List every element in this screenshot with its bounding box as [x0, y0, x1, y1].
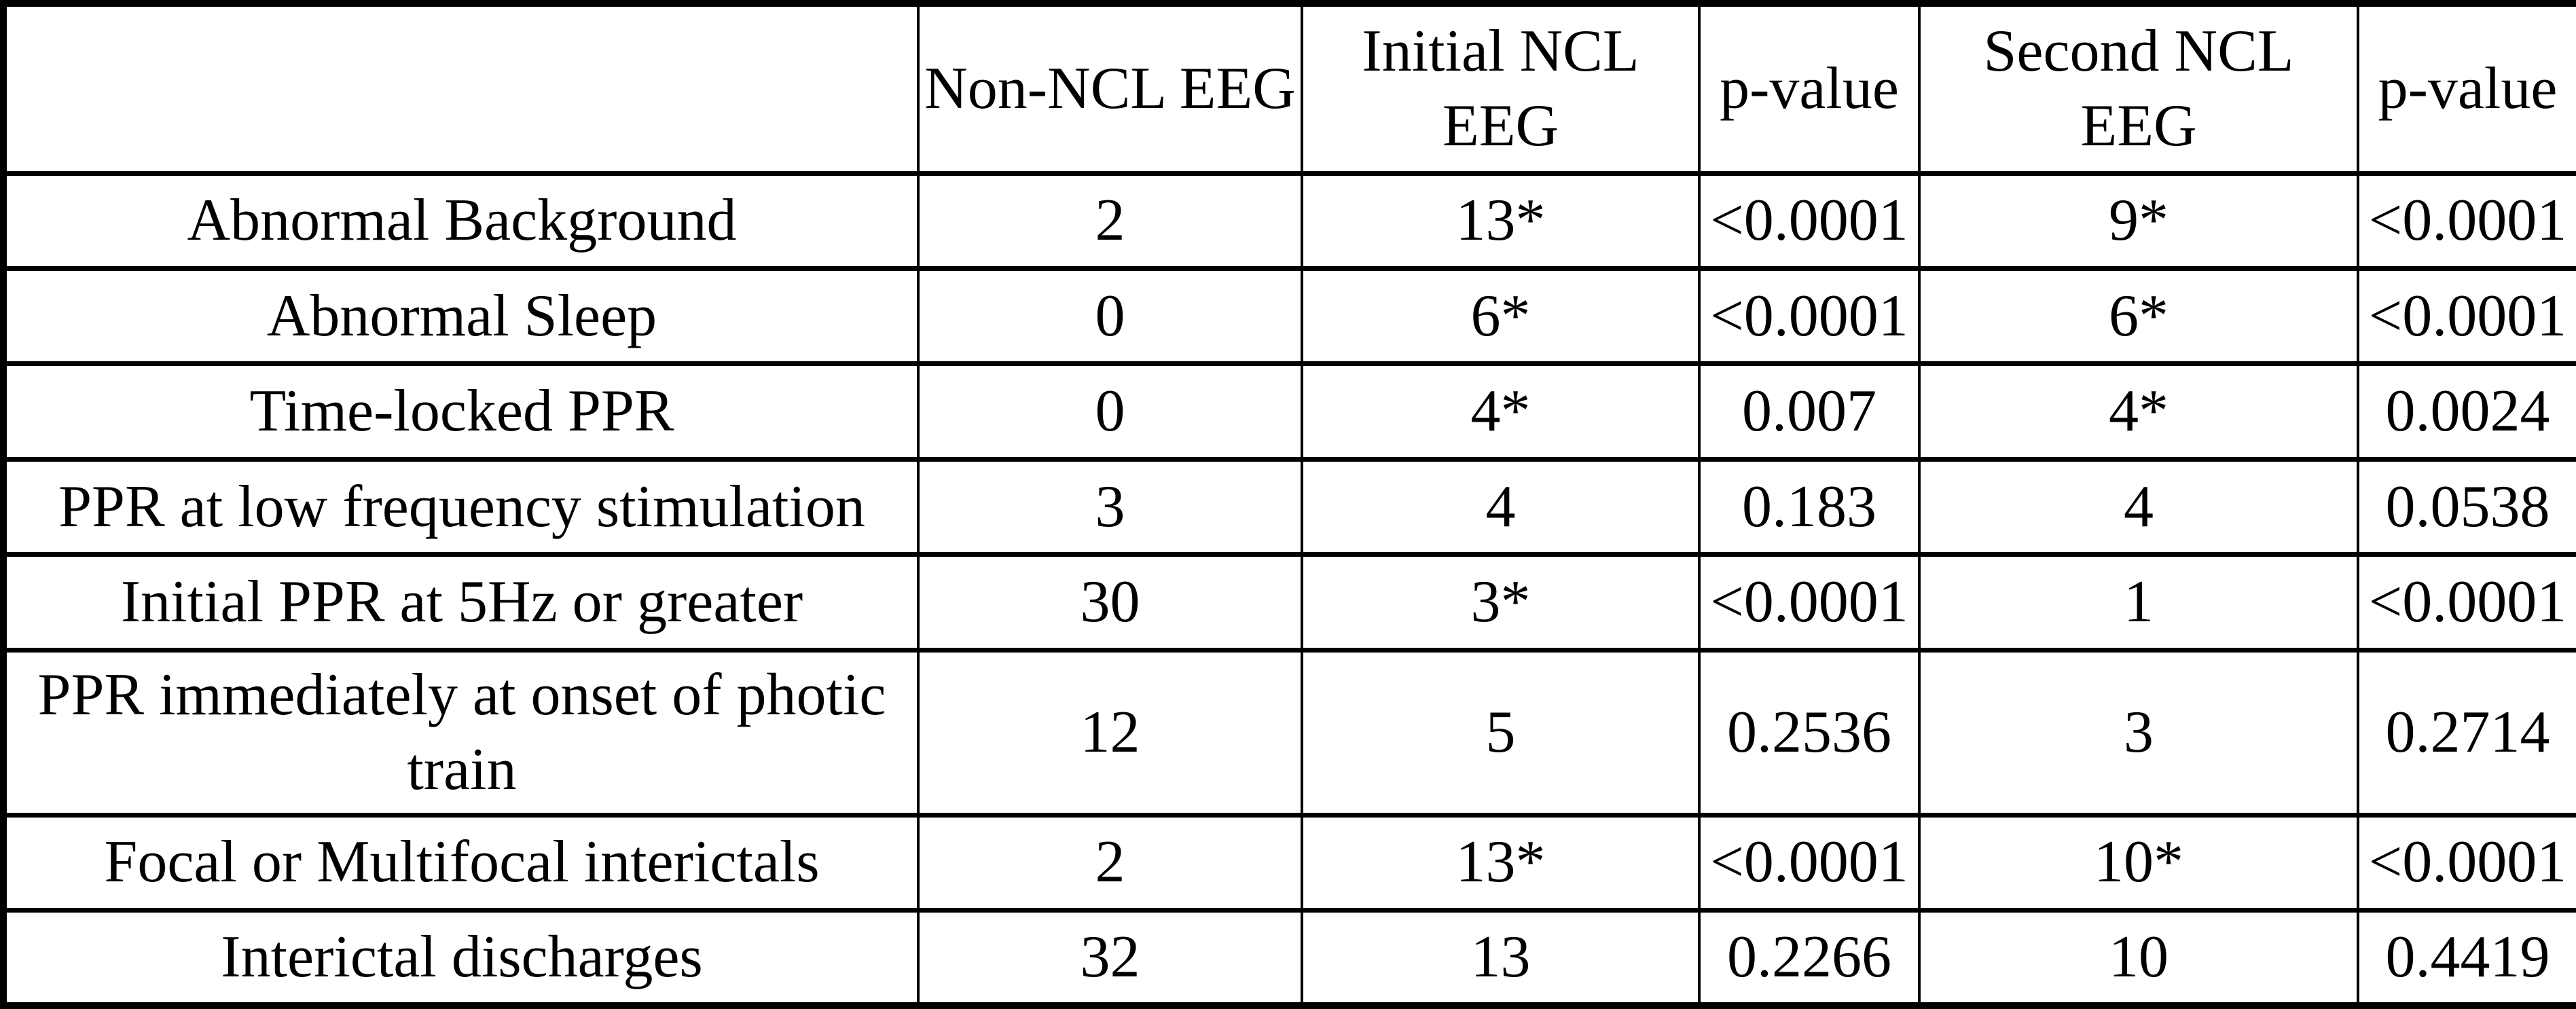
table-row: Abnormal Sleep 0 6* <0.0001 6* <0.0001	[2, 265, 2576, 367]
data-cell: 2	[917, 170, 1303, 271]
table-row: Focal or Multifocal interictals 2 13* <0…	[2, 812, 2576, 913]
row-label-cell: PPR at low frequency stimulation	[2, 456, 920, 557]
data-cell: 0.2536	[1698, 647, 1921, 818]
row-label-cell: Initial PPR at 5Hz or greater	[2, 552, 920, 653]
data-cell: 13*	[1301, 812, 1701, 913]
data-cell: 12	[917, 647, 1303, 818]
data-cell: 0.007	[1698, 361, 1921, 462]
data-cell: 4	[1301, 456, 1701, 557]
data-cell: 3	[1918, 647, 2359, 818]
column-header-p-value-1: p-value	[1698, 1, 1921, 176]
column-header-second-ncl-eeg: Second NCL EEG	[1918, 1, 2359, 176]
data-cell: 2	[917, 812, 1303, 913]
data-cell: <0.0001	[2357, 170, 2576, 271]
data-cell: <0.0001	[2357, 552, 2576, 653]
column-header-blank	[2, 1, 920, 176]
data-cell: 10*	[1918, 812, 2359, 913]
data-cell: 0.183	[1698, 456, 1921, 557]
data-cell: 30	[917, 552, 1303, 653]
data-cell: <0.0001	[1698, 265, 1921, 367]
row-label-cell: PPR immediately at onset of photic train	[2, 647, 920, 818]
data-cell: 3	[917, 456, 1303, 557]
table-row: PPR immediately at onset of photic train…	[2, 647, 2576, 818]
data-cell: <0.0001	[2357, 812, 2576, 913]
data-cell: 9*	[1918, 170, 2359, 271]
data-cell: 4	[1918, 456, 2359, 557]
data-cell: 6*	[1918, 265, 2359, 367]
data-cell: 13*	[1301, 170, 1701, 271]
data-cell: 10	[1918, 908, 2359, 1008]
header-row: Non-NCL EEG Initial NCL EEG p-value Seco…	[2, 1, 2576, 176]
data-cell: 6*	[1301, 265, 1701, 367]
table-row: PPR at low frequency stimulation 3 4 0.1…	[2, 456, 2576, 557]
data-cell: 0.4419	[2357, 908, 2576, 1008]
column-header-initial-ncl-eeg: Initial NCL EEG	[1301, 1, 1701, 176]
data-cell: <0.0001	[2357, 265, 2576, 367]
data-cell: 1	[1918, 552, 2359, 653]
data-cell: 0.2714	[2357, 647, 2576, 818]
data-cell: <0.0001	[1698, 552, 1921, 653]
data-cell: 0.0024	[2357, 361, 2576, 462]
data-cell: 4*	[1301, 361, 1701, 462]
data-cell: <0.0001	[1698, 812, 1921, 913]
row-label-cell: Focal or Multifocal interictals	[2, 812, 920, 913]
table-row: Interictal discharges 32 13 0.2266 10 0.…	[2, 908, 2576, 1008]
data-cell: 0.0538	[2357, 456, 2576, 557]
data-cell: 0	[917, 265, 1303, 367]
data-cell: 13	[1301, 908, 1701, 1008]
row-label-cell: Abnormal Background	[2, 170, 920, 271]
table-row: Initial PPR at 5Hz or greater 30 3* <0.0…	[2, 552, 2576, 653]
data-cell: 0.2266	[1698, 908, 1921, 1008]
data-cell: <0.0001	[1698, 170, 1921, 271]
row-label-cell: Interictal discharges	[2, 908, 920, 1008]
data-cell: 3*	[1301, 552, 1701, 653]
data-cell: 0	[917, 361, 1303, 462]
column-header-p-value-2: p-value	[2357, 1, 2576, 176]
table-row: Time-locked PPR 0 4* 0.007 4* 0.0024	[2, 361, 2576, 462]
table-row: Abnormal Background 2 13* <0.0001 9* <0.…	[2, 170, 2576, 271]
row-label-cell: Time-locked PPR	[2, 361, 920, 462]
data-cell: 4*	[1918, 361, 2359, 462]
data-cell: 5	[1301, 647, 1701, 818]
row-label-cell: Abnormal Sleep	[2, 265, 920, 367]
data-cell: 32	[917, 908, 1303, 1008]
column-header-non-ncl-eeg: Non-NCL EEG	[917, 1, 1303, 176]
